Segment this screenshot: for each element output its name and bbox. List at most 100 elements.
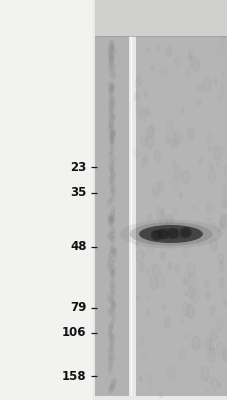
Ellipse shape [166,228,178,239]
Circle shape [107,220,111,226]
Circle shape [108,357,112,363]
Circle shape [224,200,226,204]
Circle shape [107,125,111,132]
Circle shape [156,210,163,222]
Circle shape [145,310,148,316]
Circle shape [110,177,114,183]
Circle shape [165,47,171,57]
Circle shape [161,225,166,234]
Circle shape [108,297,112,304]
Circle shape [110,236,114,243]
Circle shape [109,44,113,50]
Circle shape [108,232,112,238]
Ellipse shape [138,225,202,243]
Circle shape [140,135,147,146]
Circle shape [112,302,115,309]
Circle shape [165,214,172,226]
Circle shape [158,391,162,398]
Bar [135,36,227,396]
Circle shape [109,149,113,156]
Text: 23: 23 [70,161,86,174]
Circle shape [109,182,112,188]
Circle shape [111,248,115,255]
Circle shape [139,110,145,121]
Circle shape [202,78,210,91]
Circle shape [109,340,113,346]
Circle shape [110,339,114,346]
Circle shape [143,156,146,162]
Circle shape [205,291,209,300]
Circle shape [212,223,215,229]
Circle shape [109,282,113,288]
Circle shape [110,296,113,302]
Circle shape [113,378,116,384]
Circle shape [109,52,112,58]
Circle shape [217,253,223,263]
Circle shape [110,61,114,68]
Circle shape [110,277,114,283]
Circle shape [109,251,112,258]
Circle shape [110,86,114,92]
Bar [0,0,93,400]
Circle shape [110,305,114,312]
Circle shape [110,136,113,143]
Circle shape [196,99,200,105]
Circle shape [160,208,164,214]
Circle shape [111,171,115,178]
Circle shape [109,100,113,106]
Circle shape [108,152,112,158]
Circle shape [109,39,113,46]
Circle shape [110,129,114,136]
Circle shape [111,132,114,138]
Circle shape [110,227,114,233]
Circle shape [110,219,113,225]
Circle shape [113,249,116,256]
Ellipse shape [151,228,189,239]
Circle shape [109,93,113,99]
Circle shape [112,130,116,136]
Circle shape [111,116,114,122]
Circle shape [108,61,112,68]
Circle shape [111,156,115,162]
Circle shape [111,71,115,78]
Circle shape [149,276,157,290]
Circle shape [110,159,114,165]
Ellipse shape [157,228,168,239]
Circle shape [209,238,217,251]
Circle shape [190,288,198,302]
Circle shape [110,289,114,296]
Circle shape [141,158,148,169]
Circle shape [147,214,151,222]
Circle shape [109,130,113,137]
Circle shape [179,318,182,324]
Circle shape [109,56,113,63]
Circle shape [109,110,113,116]
Circle shape [213,146,221,160]
Circle shape [112,256,116,262]
Circle shape [109,84,113,91]
Circle shape [113,248,116,255]
Circle shape [109,119,112,125]
Circle shape [162,305,165,310]
Circle shape [219,215,226,227]
Circle shape [112,114,115,120]
Circle shape [111,96,115,103]
Circle shape [108,214,112,220]
Circle shape [109,111,112,118]
Circle shape [198,158,201,163]
Circle shape [109,338,112,345]
Circle shape [192,206,195,210]
Circle shape [111,130,115,136]
Circle shape [215,342,222,354]
Circle shape [111,236,115,243]
Circle shape [111,210,114,217]
Circle shape [110,164,114,170]
Circle shape [108,58,112,64]
Circle shape [111,384,114,390]
Circle shape [107,234,111,240]
Circle shape [221,186,226,195]
Circle shape [107,49,111,55]
Circle shape [218,278,224,287]
Circle shape [109,54,113,60]
Circle shape [108,354,112,360]
